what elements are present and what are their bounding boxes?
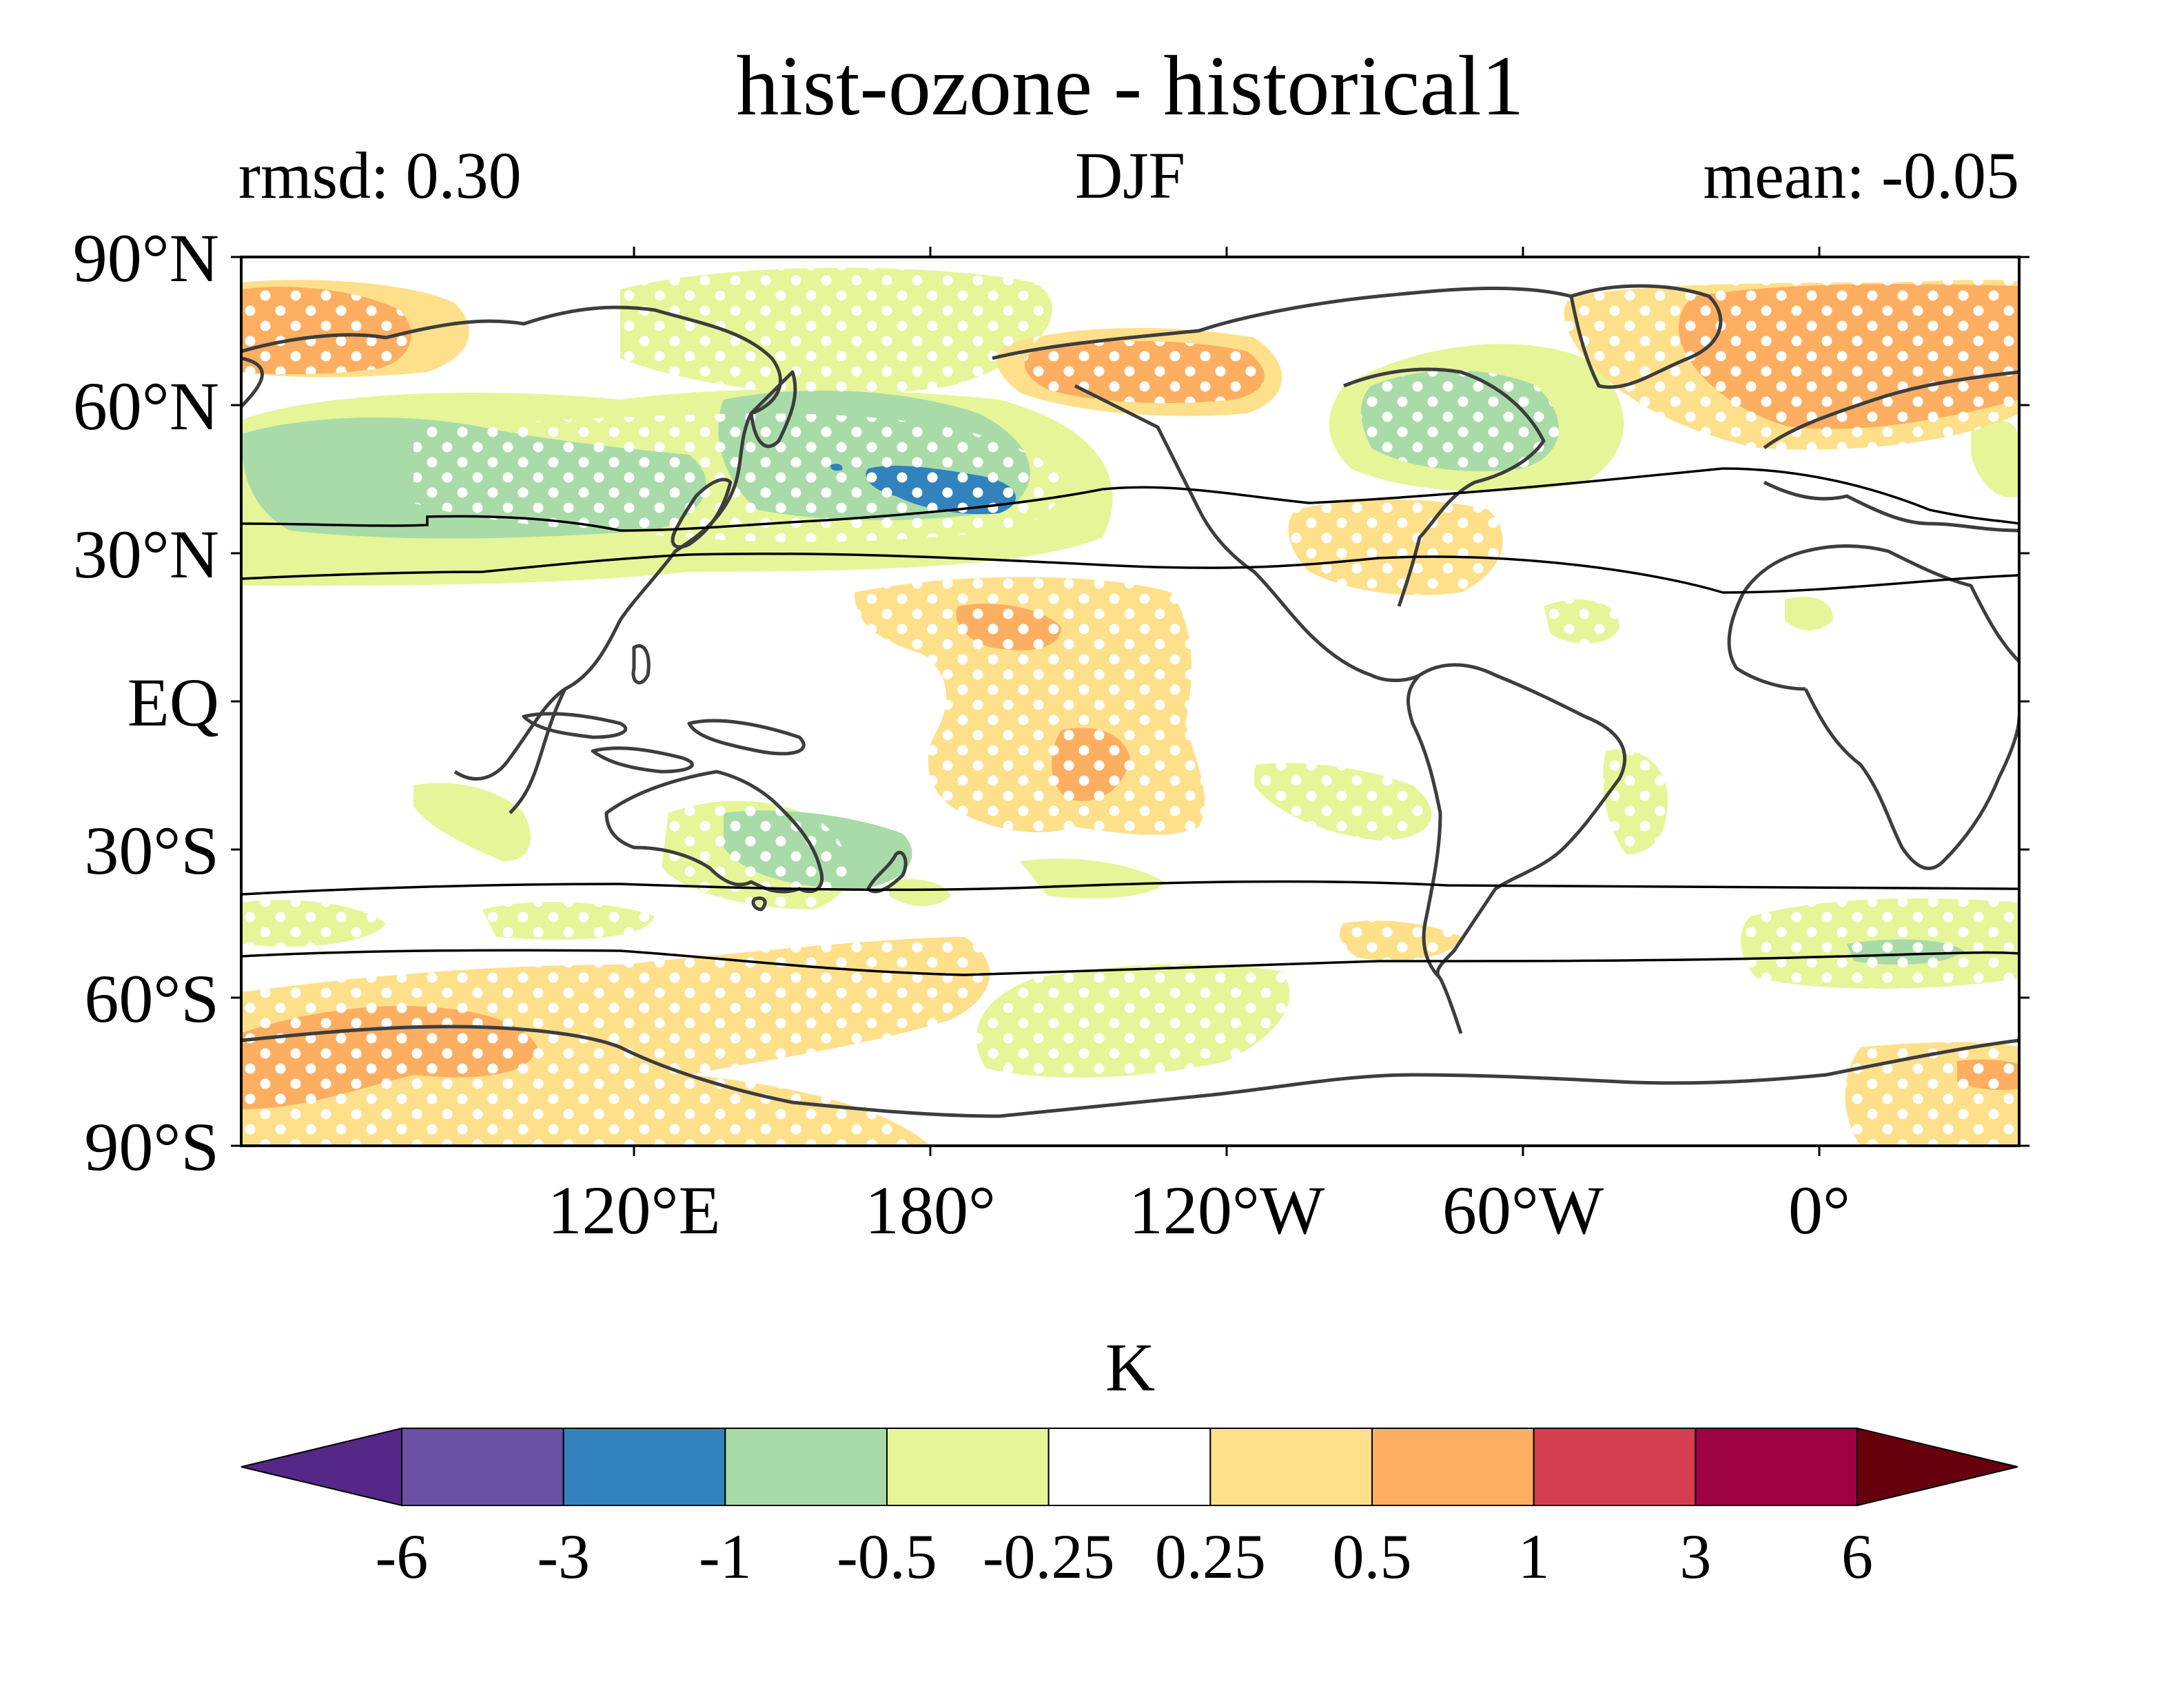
lon-label-120e: 120°E xyxy=(547,1172,720,1248)
colorbar-segment xyxy=(401,1428,564,1506)
mean-label: mean: -0.05 xyxy=(1703,138,2019,212)
colorbar-tick-label: -0.25 xyxy=(983,1521,1115,1592)
rmsd-label: rmsd: 0.30 xyxy=(238,138,522,212)
colorbar-tick-label: -6 xyxy=(376,1521,429,1592)
colorbar-tick-label: 0.25 xyxy=(1155,1521,1266,1592)
colorbar-tick-label: 0.5 xyxy=(1333,1521,1412,1592)
lon-label-120w: 120°W xyxy=(1129,1172,1325,1248)
colorbar-segment xyxy=(1695,1428,1858,1506)
lat-label-eq: EQ xyxy=(127,664,219,741)
lat-label-60n: 60°N xyxy=(73,368,219,444)
significance-stippling xyxy=(241,267,2019,1146)
lat-label-30s: 30°S xyxy=(84,812,219,889)
colorbar-segment xyxy=(1371,1428,1535,1506)
colorbar-tick-label: -1 xyxy=(699,1521,752,1592)
lon-axis xyxy=(633,247,1821,1156)
lon-label-180: 180° xyxy=(865,1172,996,1248)
lat-label-60s: 60°S xyxy=(84,960,219,1037)
lon-label-0: 0° xyxy=(1788,1172,1850,1248)
season-label: DJF xyxy=(1075,138,1185,212)
colorbar-tick-label: -3 xyxy=(537,1521,590,1592)
map-panel xyxy=(241,257,2019,1146)
lat-labels: 90°N 60°N 30°N EQ 30°S 60°S 90°S xyxy=(73,220,219,1185)
lat-label-90n: 90°N xyxy=(73,220,219,296)
colorbar-extend-high xyxy=(1857,1427,2018,1507)
colorbar-extend-low xyxy=(241,1427,402,1507)
colorbar-segment xyxy=(724,1428,888,1506)
lon-label-60w: 60°W xyxy=(1442,1172,1604,1248)
colorbar-label: K xyxy=(1105,1329,1155,1406)
lat-label-90s: 90°S xyxy=(84,1109,219,1185)
lat-axis xyxy=(231,256,2029,1147)
colorbar xyxy=(241,1427,2018,1507)
colorbar-tick-labels: -6 -3 -1 -0.5 -0.25 0.25 0.5 1 3 6 xyxy=(376,1521,1873,1592)
colorbar-segment xyxy=(1209,1428,1373,1506)
colorbar-segment xyxy=(1533,1428,1697,1506)
plot-title: hist-ozone - historical1 xyxy=(736,39,1524,133)
colorbar-segment xyxy=(562,1428,726,1506)
colorbar-segment xyxy=(1047,1428,1211,1506)
lon-labels: 120°E 180° 120°W 60°W 0° xyxy=(547,1172,1850,1248)
colorbar-tick-label: 1 xyxy=(1518,1521,1550,1592)
jet-lines xyxy=(241,467,2019,976)
colorbar-tick-label: 6 xyxy=(1841,1521,1873,1592)
colorbar-segment xyxy=(886,1428,1050,1506)
colorbar-tick-label: 3 xyxy=(1679,1521,1711,1592)
lat-label-30n: 30°N xyxy=(73,516,219,593)
colorbar-tick-label: -0.5 xyxy=(837,1521,937,1592)
